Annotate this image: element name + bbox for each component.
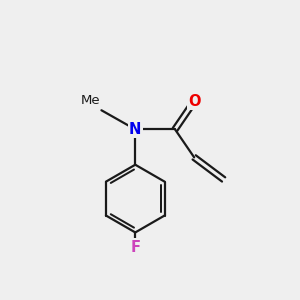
Text: F: F bbox=[130, 240, 140, 255]
Text: O: O bbox=[188, 94, 200, 109]
Text: N: N bbox=[129, 122, 142, 137]
Text: Me: Me bbox=[80, 94, 100, 107]
